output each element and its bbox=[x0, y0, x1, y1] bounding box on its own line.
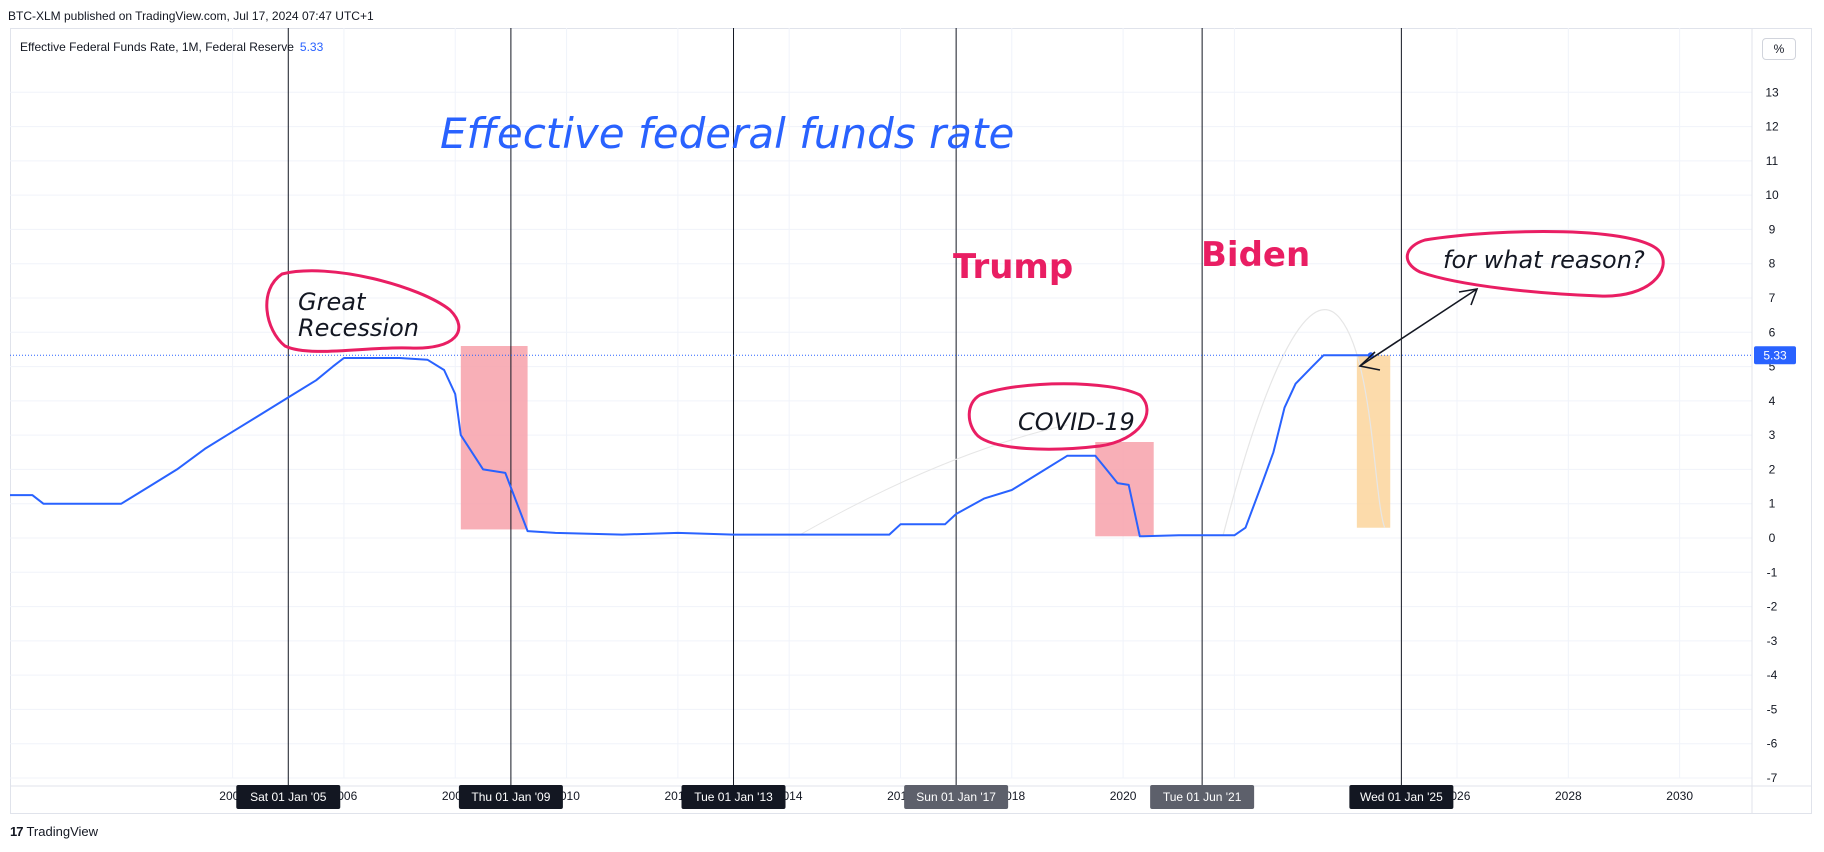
y-tick-label: -7 bbox=[1767, 771, 1778, 785]
x-tick-label: 2020 bbox=[1110, 789, 1137, 803]
great-recession-text-1: Great bbox=[298, 288, 367, 316]
marker-label-bg bbox=[236, 785, 341, 809]
x-tick-label: 2028 bbox=[1555, 789, 1582, 803]
ghost-curve bbox=[1222, 309, 1386, 535]
chart-title-annotation: Effective federal funds rate bbox=[440, 109, 1014, 158]
covid-text: COVID-19 bbox=[1018, 408, 1135, 436]
marker-label: Thu 01 Jan '09 bbox=[471, 790, 550, 804]
marker-label-bg bbox=[681, 785, 786, 809]
highlight-boxes bbox=[460, 346, 1391, 537]
y-tick-label: 6 bbox=[1769, 325, 1776, 339]
question-circle bbox=[1406, 229, 1665, 298]
highlight-box bbox=[1356, 355, 1391, 528]
highlight-box bbox=[460, 346, 528, 530]
marker-label: Tue 01 Jun '21 bbox=[1163, 790, 1242, 804]
marker-label: Tue 01 Jan '13 bbox=[694, 790, 773, 804]
x-tick-label: 2030 bbox=[1666, 789, 1693, 803]
chart-frame bbox=[10, 28, 1812, 814]
y-tick-label: -4 bbox=[1767, 668, 1778, 682]
last-value-badge: 5.33 bbox=[1754, 346, 1796, 365]
y-tick-label: 12 bbox=[1765, 120, 1779, 134]
great-recession-text-2: Recession bbox=[298, 314, 419, 342]
y-tick-label: 5 bbox=[1769, 360, 1776, 374]
y-tick-label: -3 bbox=[1767, 634, 1778, 648]
last-value-text: 5.33 bbox=[1763, 348, 1787, 362]
series-line bbox=[10, 352, 1374, 538]
marker-labels: Sat 01 Jan '05 Thu 01 Jan '09 Tue 01 Jan '… bbox=[236, 785, 1454, 809]
marker-label-bg bbox=[458, 785, 563, 809]
percent-scale-button[interactable]: % bbox=[1762, 38, 1796, 60]
series-path bbox=[10, 354, 1371, 538]
y-tick-label: 11 bbox=[1766, 154, 1779, 168]
y-tick-label: -1 bbox=[1767, 565, 1778, 579]
y-tick-label: 0 bbox=[1769, 531, 1776, 545]
vertical-markers bbox=[287, 28, 1402, 786]
y-tick-label: 7 bbox=[1769, 291, 1776, 305]
biden-label: Biden bbox=[1201, 235, 1310, 275]
y-tick-label: 9 bbox=[1769, 222, 1776, 236]
y-tick-label: -5 bbox=[1767, 702, 1778, 716]
y-tick-label: -6 bbox=[1767, 737, 1778, 751]
marker-label-bg bbox=[904, 785, 1009, 809]
marker-label-bg bbox=[1349, 785, 1454, 809]
tradingview-footer[interactable]: 17 TradingView bbox=[10, 824, 98, 839]
brand-name: TradingView bbox=[26, 824, 99, 839]
series-legend[interactable]: Effective Federal Funds Rate, 1M, Federa… bbox=[20, 40, 323, 54]
tradingview-logo-icon: 17 bbox=[10, 824, 24, 839]
marker-label: Wed 01 Jan '25 bbox=[1360, 790, 1443, 804]
marker-label: Sun 01 Jan '17 bbox=[916, 790, 996, 804]
published-info: BTC-XLM published on TradingView.com, Ju… bbox=[8, 9, 374, 23]
covid-circle bbox=[967, 382, 1149, 451]
highlight-box bbox=[1095, 442, 1154, 537]
legend-label: Effective Federal Funds Rate, 1M, Federa… bbox=[20, 40, 294, 54]
y-tick-label: 2 bbox=[1769, 462, 1776, 476]
question-text: for what reason? bbox=[1443, 246, 1645, 274]
y-tick-label: -2 bbox=[1767, 600, 1778, 614]
y-tick-label: 3 bbox=[1769, 428, 1776, 442]
trump-label: Trump bbox=[953, 247, 1073, 287]
legend-value: 5.33 bbox=[299, 40, 324, 54]
last-value-badge-bg bbox=[1754, 346, 1796, 365]
great-recession-circle bbox=[265, 269, 461, 353]
marker-label-bg bbox=[1150, 785, 1255, 809]
y-tick-label: 1 bbox=[1769, 497, 1776, 511]
ghost-curve bbox=[800, 424, 1068, 536]
arrow-annotation bbox=[1358, 287, 1479, 371]
y-tick-label: 10 bbox=[1765, 188, 1779, 202]
y-tick-label: 13 bbox=[1765, 85, 1779, 99]
marker-label: Sat 01 Jan '05 bbox=[250, 790, 327, 804]
y-tick-label: 8 bbox=[1769, 257, 1776, 271]
y-tick-label: 4 bbox=[1769, 394, 1776, 408]
ghost-curves bbox=[800, 309, 1386, 536]
